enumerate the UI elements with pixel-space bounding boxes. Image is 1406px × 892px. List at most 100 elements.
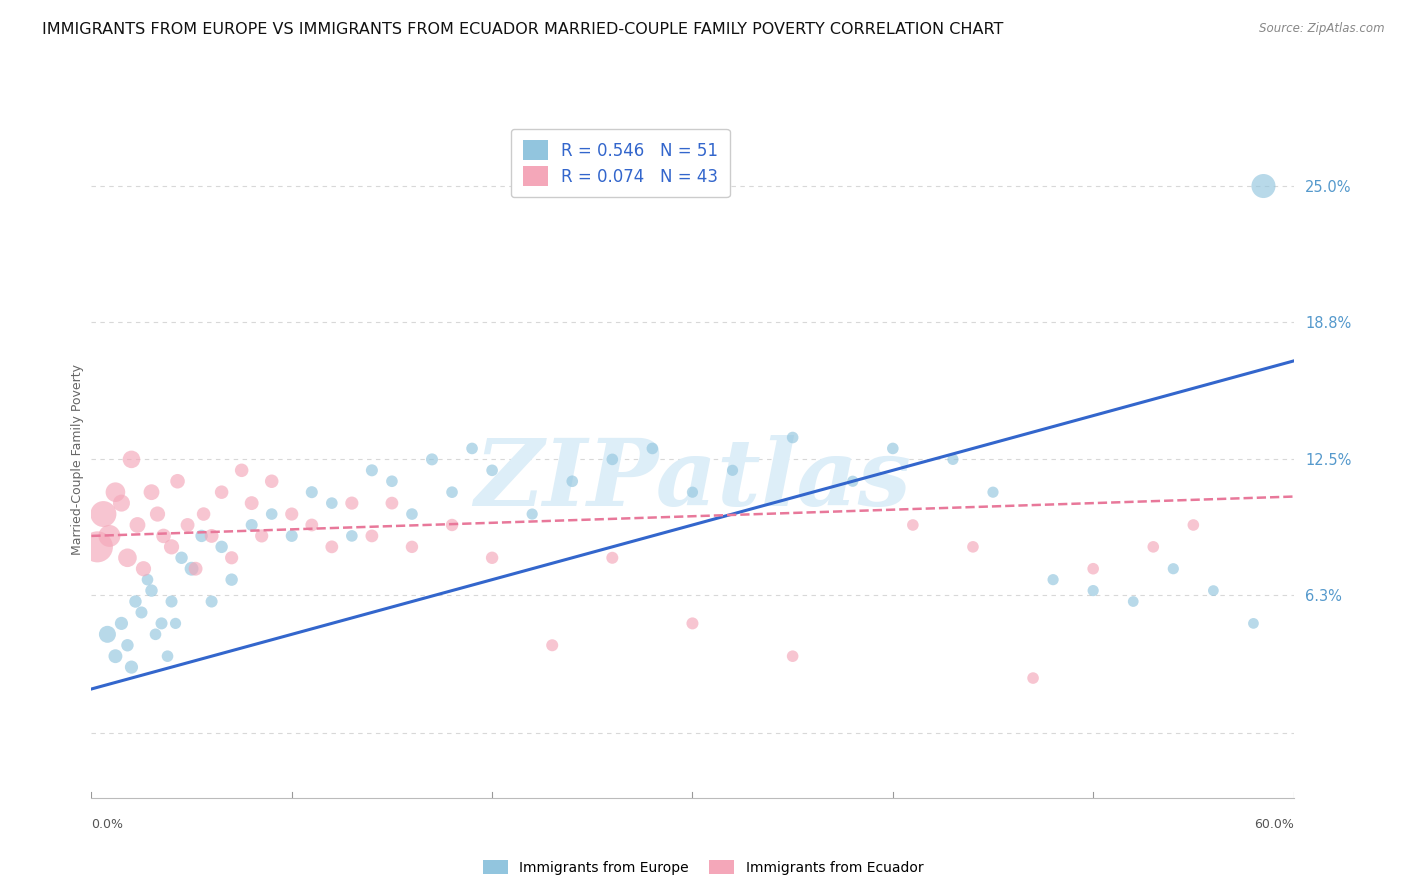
Point <box>942 452 965 467</box>
Point <box>121 452 143 467</box>
Point <box>602 452 624 467</box>
Text: 0.0%: 0.0% <box>91 818 124 830</box>
Point <box>176 518 198 533</box>
Legend: Immigrants from Europe, Immigrants from Ecuador: Immigrants from Europe, Immigrants from … <box>477 855 929 880</box>
Point <box>1083 562 1105 576</box>
Point <box>211 485 233 500</box>
Point <box>1122 594 1144 608</box>
Point <box>1161 562 1184 576</box>
Point <box>360 463 382 477</box>
Point <box>340 496 363 510</box>
Point <box>190 529 212 543</box>
Point <box>401 507 423 521</box>
Point <box>86 540 108 554</box>
Point <box>132 562 155 576</box>
Point <box>193 507 215 521</box>
Point <box>150 616 173 631</box>
Point <box>681 616 703 631</box>
Point <box>481 463 503 477</box>
Point <box>420 452 443 467</box>
Point <box>184 562 207 576</box>
Point <box>165 616 187 631</box>
Point <box>360 529 382 543</box>
Point <box>166 475 188 489</box>
Point <box>602 550 624 565</box>
Point <box>96 627 118 641</box>
Point <box>782 430 804 444</box>
Point <box>1042 573 1064 587</box>
Point <box>160 540 183 554</box>
Point <box>141 485 163 500</box>
Point <box>381 496 404 510</box>
Point <box>110 496 132 510</box>
Point <box>340 529 363 543</box>
Point <box>152 529 174 543</box>
Point <box>221 550 243 565</box>
Point <box>1083 583 1105 598</box>
Point <box>124 594 146 608</box>
Text: 60.0%: 60.0% <box>1254 818 1294 830</box>
Point <box>1182 518 1205 533</box>
Point <box>301 485 323 500</box>
Point <box>641 442 664 456</box>
Point <box>180 562 202 576</box>
Point <box>441 518 464 533</box>
Point <box>117 550 139 565</box>
Point <box>1253 179 1275 194</box>
Text: IMMIGRANTS FROM EUROPE VS IMMIGRANTS FROM ECUADOR MARRIED-COUPLE FAMILY POVERTY : IMMIGRANTS FROM EUROPE VS IMMIGRANTS FRO… <box>42 22 1004 37</box>
Point <box>131 606 153 620</box>
Point <box>121 660 143 674</box>
Point <box>221 573 243 587</box>
Point <box>541 638 564 652</box>
Point <box>681 485 703 500</box>
Point <box>1202 583 1225 598</box>
Y-axis label: Married-Couple Family Poverty: Married-Couple Family Poverty <box>72 364 84 555</box>
Point <box>520 507 543 521</box>
Legend: R = 0.546   N = 51, R = 0.074   N = 43: R = 0.546 N = 51, R = 0.074 N = 43 <box>510 128 730 197</box>
Text: Source: ZipAtlas.com: Source: ZipAtlas.com <box>1260 22 1385 36</box>
Point <box>841 475 863 489</box>
Point <box>160 594 183 608</box>
Point <box>156 649 179 664</box>
Point <box>461 442 484 456</box>
Point <box>146 507 169 521</box>
Point <box>141 583 163 598</box>
Point <box>441 485 464 500</box>
Point <box>170 550 193 565</box>
Point <box>110 616 132 631</box>
Point <box>1142 540 1164 554</box>
Point <box>782 649 804 664</box>
Point <box>260 475 283 489</box>
Point <box>201 529 224 543</box>
Point <box>104 485 127 500</box>
Point <box>401 540 423 554</box>
Point <box>117 638 139 652</box>
Point <box>321 540 343 554</box>
Point <box>260 507 283 521</box>
Point <box>93 507 115 521</box>
Point <box>381 475 404 489</box>
Point <box>231 463 253 477</box>
Point <box>104 649 127 664</box>
Point <box>301 518 323 533</box>
Point <box>98 529 121 543</box>
Point <box>211 540 233 554</box>
Point <box>240 518 263 533</box>
Point <box>321 496 343 510</box>
Point <box>1022 671 1045 685</box>
Point <box>250 529 273 543</box>
Point <box>136 573 159 587</box>
Text: ZIPatlas: ZIPatlas <box>474 434 911 524</box>
Point <box>561 475 583 489</box>
Point <box>1243 616 1265 631</box>
Point <box>127 518 149 533</box>
Point <box>281 507 304 521</box>
Point <box>721 463 744 477</box>
Point <box>901 518 924 533</box>
Point <box>240 496 263 510</box>
Point <box>981 485 1004 500</box>
Point <box>201 594 224 608</box>
Point <box>281 529 304 543</box>
Point <box>962 540 984 554</box>
Point <box>882 442 904 456</box>
